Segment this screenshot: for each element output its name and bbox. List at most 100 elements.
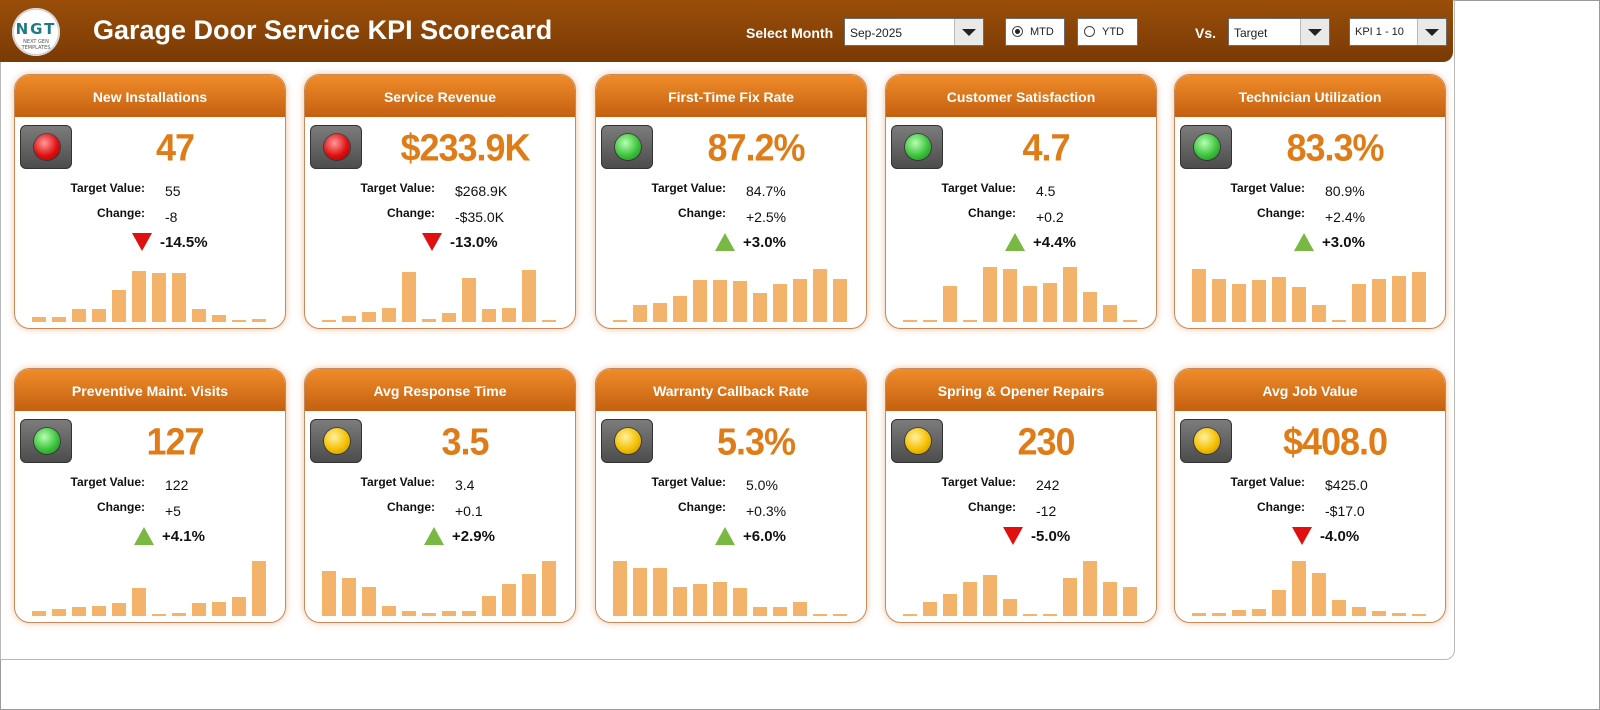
kpi-card: New Installations 47 Target Value: 55 Ch…: [14, 74, 286, 329]
kpi-title: Spring & Opener Repairs: [937, 383, 1105, 399]
kpi-card-header: Avg Response Time: [305, 369, 575, 411]
target-value: $425.0: [1325, 477, 1368, 493]
sparkline-bar: [813, 614, 827, 616]
kpi-card: Spring & Opener Repairs 230 Target Value…: [885, 368, 1157, 623]
kpi-value: 5.3%: [716, 419, 796, 463]
status-bulb: [1194, 428, 1220, 454]
sparkline-bar: [1352, 284, 1366, 322]
traffic-light-icon: [310, 419, 362, 463]
sparkline-bar: [773, 607, 787, 616]
change-percent: -5.0%: [1031, 528, 1071, 545]
sparkline-chart: [1190, 554, 1430, 616]
sparkline-bar: [943, 286, 957, 322]
sparkline-bar: [1003, 268, 1017, 322]
target-value: $268.9K: [455, 183, 508, 199]
sparkline-chart: [611, 554, 851, 616]
status-bulb: [324, 428, 350, 454]
radio-unselected-icon: [1084, 26, 1095, 37]
sparkline-bar: [52, 317, 66, 322]
target-label: Target Value:: [70, 181, 145, 195]
change-label: Change:: [97, 500, 145, 514]
traffic-light-icon: [310, 125, 362, 169]
kpi-title: Avg Job Value: [1262, 383, 1358, 399]
kpi-card-header: New Installations: [15, 75, 285, 117]
vs-select[interactable]: Target: [1228, 18, 1330, 46]
sparkline-bar: [1392, 275, 1406, 322]
arrow-up-icon: [1294, 233, 1314, 251]
sparkline-bar: [963, 320, 977, 322]
change-value: -$17.0: [1325, 503, 1365, 519]
sparkline-bar: [132, 270, 146, 322]
kpi-value: 230: [1017, 419, 1075, 463]
sparkline-bar: [132, 588, 146, 616]
sparkline-bar: [903, 320, 917, 322]
traffic-light-icon: [20, 419, 72, 463]
sparkline-bar: [542, 560, 556, 616]
kpi-value: $408.0: [1282, 419, 1388, 463]
change-percent: -13.0%: [450, 234, 498, 251]
sparkline-bar: [1232, 284, 1246, 322]
sparkline-bar: [422, 319, 436, 322]
sparkline-bar: [542, 320, 556, 322]
arrow-down-icon: [1292, 527, 1312, 545]
sparkline-bar: [342, 316, 356, 322]
change-label: Change:: [387, 206, 435, 220]
kpi-card-header: Warranty Callback Rate: [596, 369, 866, 411]
sparkline-bar: [322, 570, 336, 616]
traffic-light-icon: [891, 419, 943, 463]
traffic-light-icon: [891, 125, 943, 169]
sparkline-bar: [1212, 278, 1226, 322]
sparkline-bar: [1043, 614, 1057, 616]
sparkline-bar: [653, 568, 667, 616]
vs-label: Vs.: [1195, 25, 1217, 41]
kpi-title: New Installations: [92, 89, 208, 105]
kpi-range-select[interactable]: KPI 1 - 10: [1349, 18, 1447, 46]
sparkline-bar: [72, 309, 86, 322]
sparkline-bar: [52, 609, 66, 616]
ytd-radio[interactable]: YTD: [1077, 18, 1138, 46]
target-label: Target Value:: [1230, 475, 1305, 489]
kpi-title: Avg Response Time: [373, 383, 507, 399]
sparkline-bar: [232, 320, 246, 322]
sparkline-bar: [1103, 582, 1117, 616]
sparkline-bar: [613, 560, 627, 616]
sparkline-bar: [733, 588, 747, 616]
change-percent: +4.4%: [1033, 234, 1076, 251]
chevron-down-icon[interactable]: [954, 19, 983, 45]
sparkline-bar: [92, 605, 106, 616]
kpi-card: Technician Utilization 83.3% Target Valu…: [1174, 74, 1446, 329]
sparkline-bar: [833, 278, 847, 322]
sparkline-bar: [613, 320, 627, 322]
status-bulb: [905, 428, 931, 454]
mtd-radio[interactable]: MTD: [1005, 18, 1065, 46]
sparkline-bar: [112, 603, 126, 616]
arrow-down-icon: [422, 233, 442, 251]
kpi-card-header: First-Time Fix Rate: [596, 75, 866, 117]
sparkline-bar: [382, 605, 396, 616]
sparkline-bar: [522, 269, 536, 322]
sparkline-chart: [611, 260, 851, 322]
sparkline-bar: [693, 584, 707, 616]
sparkline-bar: [923, 601, 937, 616]
change-label: Change:: [968, 500, 1016, 514]
sparkline-bar: [502, 584, 516, 616]
kpi-value: 4.7: [1022, 125, 1070, 169]
sparkline-bar: [322, 320, 336, 322]
month-select[interactable]: Sep-2025: [844, 18, 984, 46]
logo: NGT NEXT GEN TEMPLATES: [12, 8, 60, 56]
chevron-down-icon[interactable]: [1417, 19, 1446, 45]
kpi-title: Preventive Maint. Visits: [71, 383, 229, 399]
sparkline-bar: [192, 309, 206, 322]
sparkline-bar: [1412, 614, 1426, 616]
change-percent: +3.0%: [1322, 234, 1365, 251]
sparkline-bar: [1272, 589, 1286, 616]
sparkline-bar: [793, 601, 807, 616]
kpi-value: 127: [146, 419, 204, 463]
sparkline-bar: [813, 268, 827, 322]
sparkline-bar: [1252, 280, 1266, 322]
change-label: Change:: [1257, 206, 1305, 220]
sparkline-bar: [502, 307, 516, 322]
chevron-down-icon[interactable]: [1300, 19, 1329, 45]
sparkline-bar: [773, 283, 787, 322]
select-month-label: Select Month: [746, 25, 834, 41]
